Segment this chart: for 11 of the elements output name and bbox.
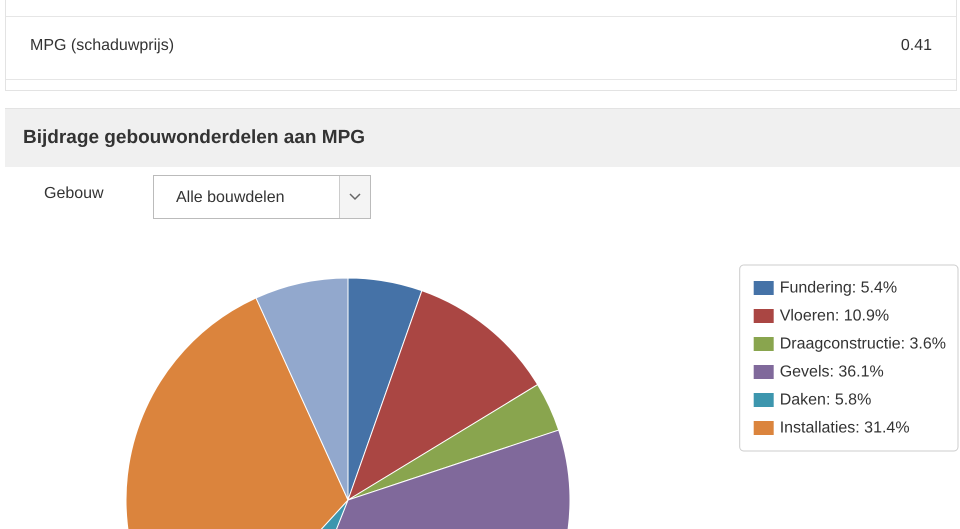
text: Gebouw: [44, 185, 104, 203]
legend-label: Gevels: 36.1%: [780, 364, 884, 380]
legend-label: Fundering: 5.4%: [780, 280, 898, 296]
text: 0.41: [900, 37, 932, 55]
legend-label: Daken: 5.8%: [780, 392, 872, 408]
chart-title: Bijdrage gebouwonderdelen aan MPG: [23, 127, 366, 149]
legend-label: Draagconstructie: 3.6%: [780, 336, 946, 352]
text: Alle bouwdelen: [176, 189, 285, 207]
legend-label: Installaties: 31.4%: [780, 420, 910, 436]
legend-label: Vloeren: 10.9%: [780, 308, 890, 324]
text: MPG (schaduwprijs): [30, 37, 174, 55]
